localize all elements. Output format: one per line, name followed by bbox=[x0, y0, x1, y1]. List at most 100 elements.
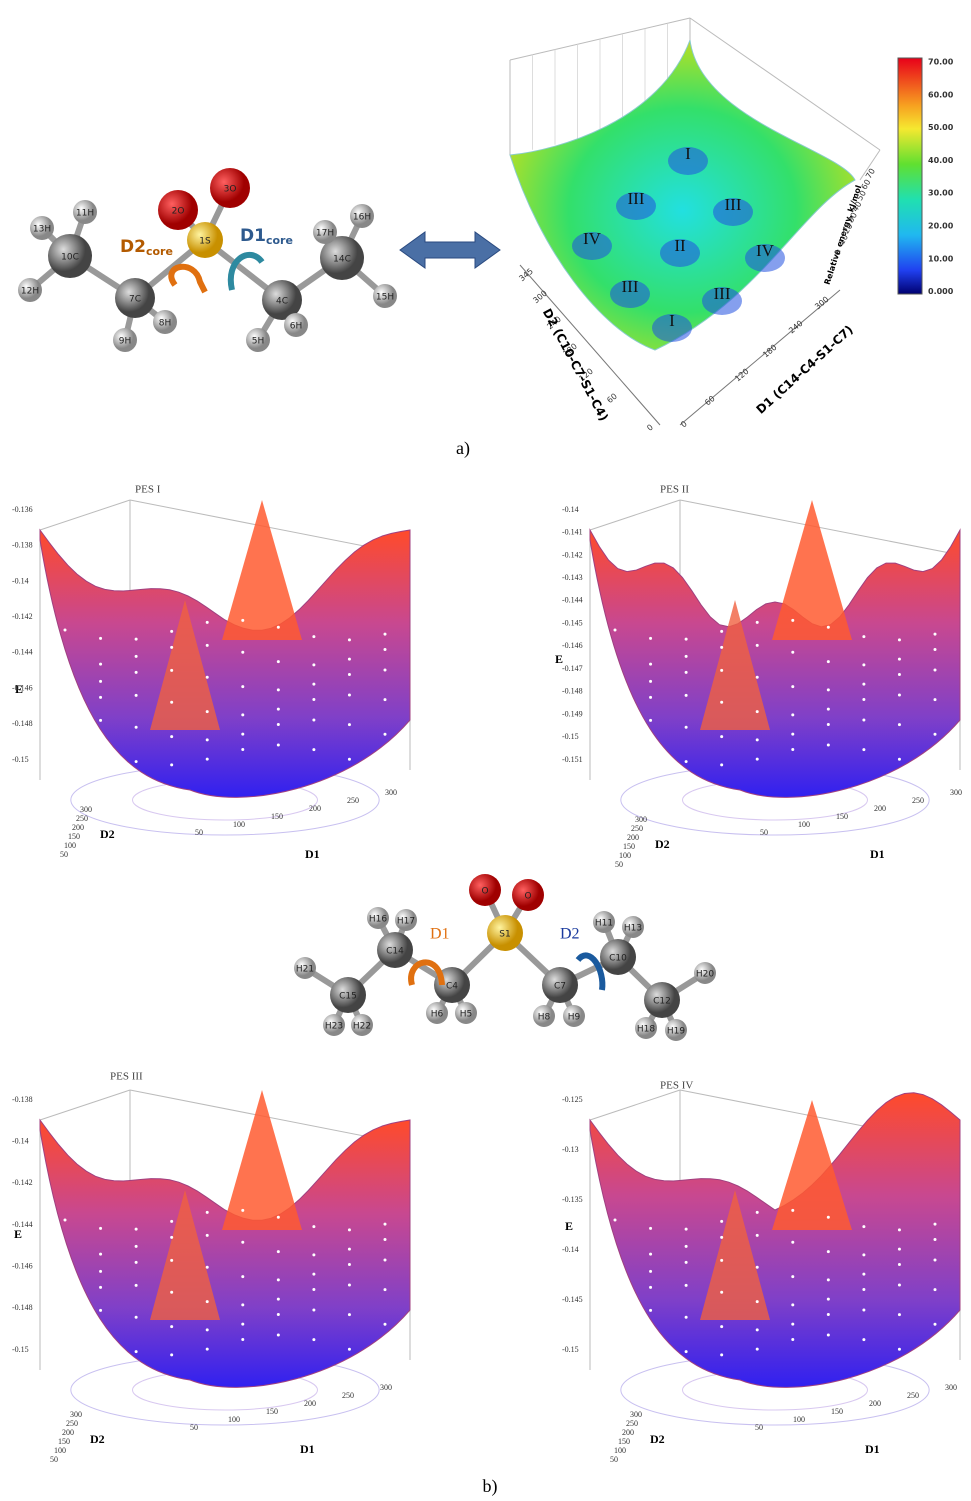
grid-point bbox=[348, 1313, 351, 1316]
grid-point bbox=[241, 748, 244, 751]
d2-label: D2 bbox=[560, 926, 580, 943]
grid-point bbox=[934, 648, 937, 651]
atom-label: C12 bbox=[653, 997, 671, 1007]
grid-point bbox=[135, 760, 138, 763]
tick-label: 200 bbox=[304, 1399, 316, 1408]
grid-point bbox=[862, 663, 865, 666]
axis-label: D2 bbox=[100, 827, 115, 841]
grid-point bbox=[241, 1241, 244, 1244]
tick-label: -0.145 bbox=[562, 1295, 583, 1304]
grid-point bbox=[934, 1353, 937, 1356]
tick-label: 50 bbox=[615, 860, 623, 869]
tick-label: 60 bbox=[605, 392, 619, 405]
grid-point bbox=[827, 626, 830, 629]
atom-label: 2O bbox=[172, 207, 185, 217]
tick-label: 300 bbox=[380, 1383, 392, 1392]
tick-label: 200 bbox=[72, 823, 84, 832]
grid-point bbox=[170, 735, 173, 738]
grid-point bbox=[170, 1325, 173, 1328]
grid-point bbox=[277, 1298, 280, 1301]
grid-point bbox=[934, 763, 937, 766]
tick-label: -0.135 bbox=[562, 1195, 583, 1204]
grid-point bbox=[720, 669, 723, 672]
grid-point bbox=[614, 1278, 617, 1281]
grid-point bbox=[170, 1236, 173, 1239]
atom-label: 13H bbox=[33, 225, 51, 235]
axis-label: D1 bbox=[305, 847, 320, 861]
atom-label: 3O bbox=[224, 185, 237, 195]
grid-point bbox=[827, 1334, 830, 1337]
grid-point bbox=[135, 1245, 138, 1248]
atom-label: H13 bbox=[624, 924, 642, 934]
atom-label: H20 bbox=[696, 970, 714, 980]
grid-point bbox=[934, 733, 937, 736]
tick-label: 50 bbox=[610, 1455, 618, 1464]
grid-point bbox=[348, 1248, 351, 1251]
grid-point bbox=[898, 638, 901, 641]
grid-point bbox=[384, 763, 387, 766]
tick-label: 300 bbox=[80, 805, 92, 814]
plot-title: PES I bbox=[135, 484, 161, 496]
panel-label: a) bbox=[456, 438, 470, 459]
atom-label: O bbox=[524, 892, 531, 902]
region-label: III bbox=[714, 284, 731, 303]
tick-label: 50 bbox=[60, 850, 68, 859]
tick-label: 100 bbox=[614, 1446, 626, 1455]
grid-point bbox=[64, 1219, 67, 1222]
tick-label: 50 bbox=[50, 1455, 58, 1464]
grid-point bbox=[791, 1338, 794, 1341]
figure: 13H11H10C12H2O3O1S7C8H9H4C5H6H14C17H16H1… bbox=[0, 0, 971, 1501]
grid-point bbox=[756, 621, 759, 624]
tick-label: 250 bbox=[912, 796, 924, 805]
grid-point bbox=[720, 1259, 723, 1262]
grid-point bbox=[934, 1223, 937, 1226]
region-label: IV bbox=[583, 229, 602, 248]
atom-label: H17 bbox=[397, 917, 415, 927]
tick-label: -0.14 bbox=[12, 576, 29, 585]
tick-label: -0.148 bbox=[562, 687, 583, 696]
atom-label: 4C bbox=[276, 297, 288, 307]
atom-label: 11H bbox=[76, 209, 94, 219]
region-label: III bbox=[628, 189, 645, 208]
grid-point bbox=[649, 1341, 652, 1344]
grid-point bbox=[827, 744, 830, 747]
grid-point bbox=[64, 1311, 67, 1314]
colorbar-tick: 50.00 bbox=[928, 123, 954, 132]
grid-point bbox=[720, 763, 723, 766]
grid-point bbox=[241, 651, 244, 654]
grid-point bbox=[827, 688, 830, 691]
grid-point bbox=[206, 1266, 209, 1269]
grid-point bbox=[135, 1284, 138, 1287]
panel-label: b) bbox=[483, 1476, 498, 1497]
atom-label: S1 bbox=[499, 930, 510, 940]
grid-point bbox=[312, 683, 315, 686]
grid-point bbox=[277, 708, 280, 711]
grid-point bbox=[898, 1228, 901, 1231]
grid-point bbox=[277, 688, 280, 691]
grid-point bbox=[277, 1250, 280, 1253]
grid-point bbox=[862, 748, 865, 751]
grid-point bbox=[170, 1259, 173, 1262]
atom-label: 5H bbox=[252, 337, 265, 347]
grid-point bbox=[64, 629, 67, 632]
grid-point bbox=[170, 646, 173, 649]
grid-point bbox=[64, 1295, 67, 1298]
atom-label: H21 bbox=[296, 965, 314, 975]
atom-label: H9 bbox=[568, 1013, 581, 1023]
grid-point bbox=[384, 1223, 387, 1226]
grid-point bbox=[241, 1323, 244, 1326]
grid-point bbox=[384, 733, 387, 736]
grid-point bbox=[649, 663, 652, 666]
grid-point bbox=[99, 1309, 102, 1312]
tick-label: 100 bbox=[619, 851, 631, 860]
box-edge bbox=[590, 500, 680, 530]
grid-point bbox=[206, 710, 209, 713]
tick-label: 250 bbox=[342, 1391, 354, 1400]
grid-point bbox=[898, 1263, 901, 1266]
grid-point bbox=[99, 1227, 102, 1230]
grid-point bbox=[720, 646, 723, 649]
grid-point bbox=[934, 1323, 937, 1326]
tick-label: -0.142 bbox=[12, 612, 33, 621]
grid-point bbox=[756, 1211, 759, 1214]
tick-label: -0.15 bbox=[562, 732, 579, 741]
